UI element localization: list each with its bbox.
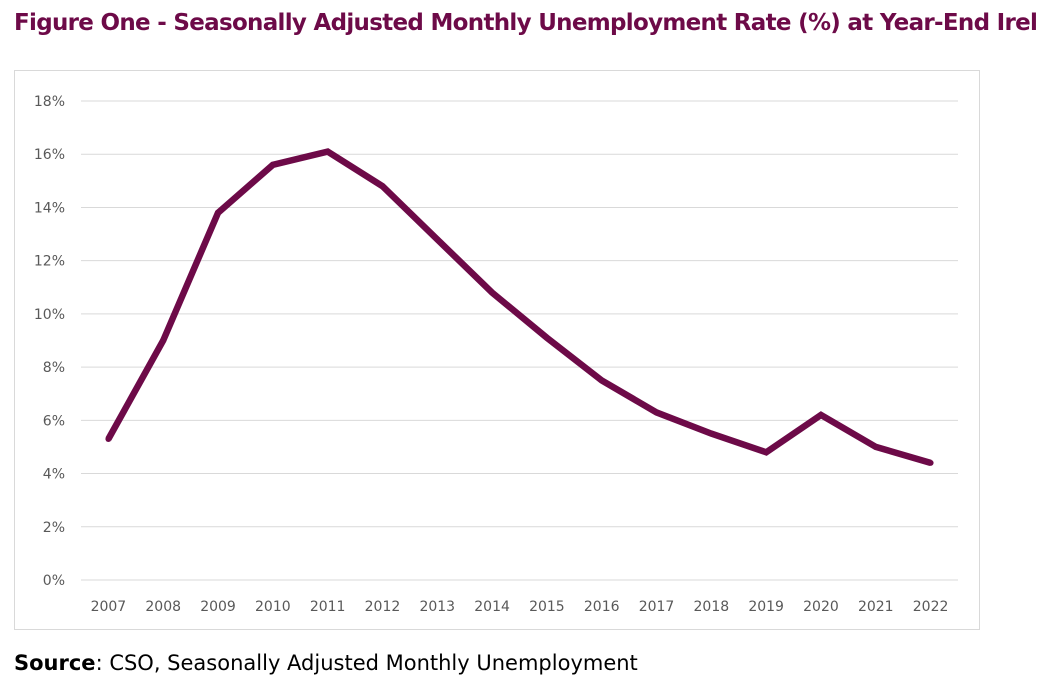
data-point-2012 <box>379 183 386 190</box>
data-point-2009 <box>215 209 222 216</box>
line-chart: 0%2%4%6%8%10%12%14%16%18% 2007 2008 2009 20… <box>34 94 958 615</box>
series-layer <box>105 148 934 467</box>
x-tick-label: 2018 <box>694 599 730 615</box>
data-point-2015 <box>543 334 550 341</box>
data-point-2014 <box>489 289 496 296</box>
x-tick-label: 2007 <box>91 599 127 615</box>
chart-title: Figure One - Seasonally Adjusted Monthly… <box>14 10 1038 36</box>
x-tick-label: 2021 <box>858 599 894 615</box>
data-point-2018 <box>708 430 715 437</box>
gridlines <box>81 100 958 581</box>
x-tick-label: 2015 <box>529 599 565 615</box>
source-note: Source: CSO, Seasonally Adjusted Monthly… <box>14 651 638 675</box>
x-tick-label: 2011 <box>310 599 346 615</box>
chart-area: 0% 2% 4% 6% 8% 10% 12% 14% 16% 18% 2007 2008 2009 20… <box>14 70 980 630</box>
source-text: : CSO, Seasonally Adjusted Monthly Unemp… <box>95 651 638 675</box>
y-tick-label: 16% <box>34 147 65 163</box>
y-tick-label: 4% <box>43 467 65 483</box>
x-tick-label: 2009 <box>200 599 236 615</box>
data-point-2013 <box>434 236 441 243</box>
x-tick-label: 2010 <box>255 599 291 615</box>
x-tick-label: 2017 <box>639 599 675 615</box>
source-label: Source <box>14 651 96 675</box>
y-tick-label: 18% <box>34 94 65 110</box>
data-point-2021 <box>872 443 879 450</box>
x-tick-label: 2022 <box>913 599 949 615</box>
y-tick-label: 6% <box>43 413 65 429</box>
data-point-2016 <box>598 377 605 384</box>
x-tick-label: 2019 <box>748 599 784 615</box>
x-tick-label: 2014 <box>474 599 510 615</box>
series-line <box>105 148 932 467</box>
x-tick-label: 2013 <box>419 599 455 615</box>
data-point-2011 <box>324 148 331 155</box>
x-tick-label: 2012 <box>365 599 401 615</box>
x-tick-label: 2008 <box>145 599 181 615</box>
data-point-2007 <box>105 435 112 442</box>
x-axis-tick-labels: 2007 2008 2009 2010 2011 2012 2013 2014 2015 2016… <box>91 599 949 615</box>
data-point-2020 <box>817 412 824 419</box>
x-tick-label: 2020 <box>803 599 839 615</box>
data-point-2010 <box>269 161 276 168</box>
x-tick-label: 2016 <box>584 599 620 615</box>
y-tick-label: 12% <box>34 254 65 270</box>
y-tick-label: 0% <box>43 573 65 589</box>
y-axis-tick-labels: 0% 2% 4% 6% 8% 10% 12% 14% 16% 18% <box>34 94 65 589</box>
y-tick-label: 10% <box>34 307 65 323</box>
y-tick-label: 8% <box>43 360 65 376</box>
data-point-2019 <box>763 449 770 456</box>
y-tick-label: 14% <box>34 200 65 216</box>
y-tick-label: 2% <box>43 520 65 536</box>
data-point-2017 <box>653 409 660 416</box>
data-point-2008 <box>160 337 167 344</box>
data-point-2022 <box>927 459 934 466</box>
